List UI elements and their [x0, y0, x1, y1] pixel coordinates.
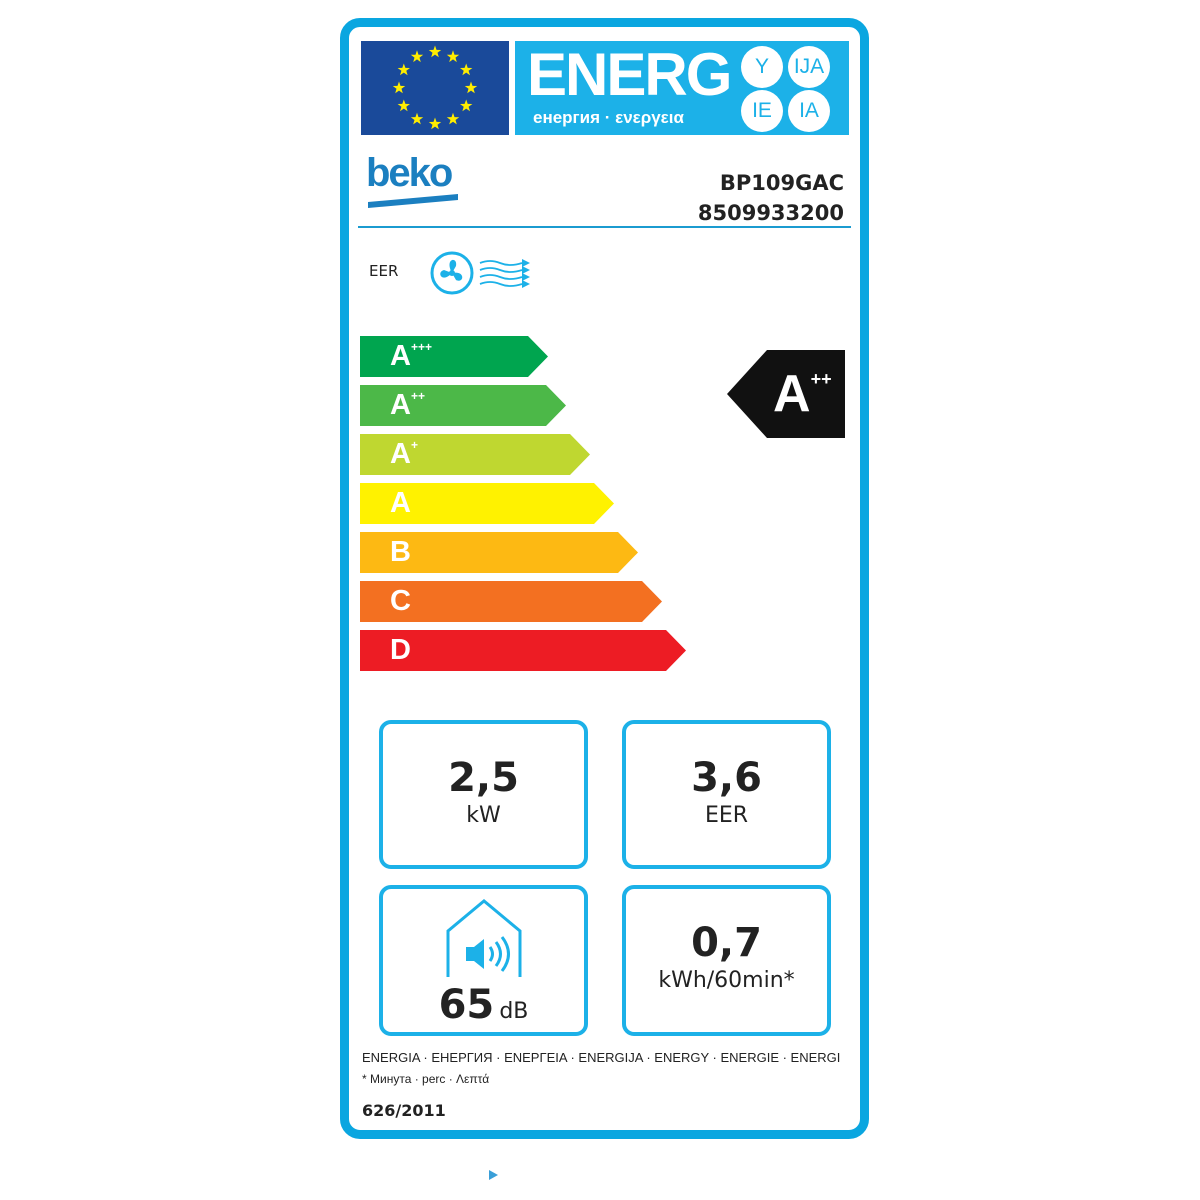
consumption-box: 0,7 kWh/60min* — [622, 885, 831, 1036]
star — [428, 117, 442, 130]
scale-class: C — [390, 585, 411, 617]
scale-bar-d: D — [360, 630, 686, 671]
star — [446, 112, 460, 125]
languages-line: ENERGIA · ЕНЕРГИЯ · ΕΝΕΡΓΕΙΑ · ENERGIJA … — [362, 1050, 841, 1065]
noise-box: 65 dB — [379, 885, 588, 1036]
scale-class: B — [390, 536, 411, 568]
rating-sup: ++ — [810, 369, 832, 389]
star — [397, 99, 410, 112]
energy-header: ENERG енергия · ενεργεια Y IJA IE IA — [515, 41, 849, 135]
scale-sup: + — [410, 438, 418, 452]
suffix-circle: IJA — [788, 46, 830, 88]
scale-bar-appp: A+++ — [360, 336, 548, 377]
scale-class: A — [390, 487, 411, 519]
eer-unit: EER — [704, 803, 749, 828]
eu-stars-icon — [392, 45, 478, 130]
scale-bar-c: C — [360, 581, 662, 622]
power-box: 2,5 kW — [379, 720, 588, 869]
play-icon[interactable] — [488, 1168, 500, 1182]
fan-cooling-icon — [430, 251, 530, 295]
scale-class: A — [390, 389, 411, 421]
scale-bar-a: A — [360, 483, 614, 524]
noise-value: 65 — [438, 982, 495, 1028]
model-info: BP109GAC 8509933200 — [698, 168, 844, 228]
regulation-number: 626/2011 — [362, 1101, 446, 1120]
minute-note: * Минута · perc · Λεπτά — [362, 1072, 490, 1086]
scale-sup: +++ — [410, 340, 432, 354]
scale-sup: ++ — [410, 389, 425, 403]
eer-box: 3,6 EER — [622, 720, 831, 869]
star — [428, 45, 442, 58]
model-name: BP109GAC — [719, 171, 844, 195]
energy-word: ENERG — [527, 41, 732, 108]
star — [397, 63, 410, 76]
star — [392, 81, 406, 94]
energy-label-frame — [340, 18, 869, 1139]
star — [410, 112, 424, 125]
scale-class: D — [390, 634, 411, 666]
scale-bar-b: B — [360, 532, 638, 573]
sound-house-icon — [446, 899, 521, 977]
divider — [358, 226, 851, 228]
suffix-circle: IA — [788, 90, 830, 132]
model-code: 8509933200 — [697, 201, 844, 225]
eer-value: 3,6 — [691, 755, 762, 801]
star — [460, 63, 473, 76]
eu-flag — [361, 41, 509, 135]
star — [446, 50, 460, 63]
consumption-value: 0,7 — [691, 920, 762, 966]
star — [410, 50, 424, 63]
suffix-circle: Y — [741, 46, 783, 88]
power-unit: kW — [466, 803, 501, 828]
scale-bar-ap: A+ — [360, 434, 590, 475]
power-value: 2,5 — [448, 755, 519, 801]
suffix-circle: IE — [741, 90, 783, 132]
energy-subtitle: енергия · ενεργεια — [533, 108, 684, 127]
scale-class: A — [390, 438, 411, 470]
noise-unit: dB — [499, 999, 529, 1024]
rating-class: A — [773, 365, 811, 423]
star — [460, 99, 473, 112]
star — [464, 81, 478, 94]
scale-class: A — [390, 340, 411, 372]
function-label: EER — [369, 262, 399, 280]
scale-bar-app: A++ — [360, 385, 566, 426]
brand-logo: beko — [366, 151, 453, 195]
consumption-unit: kWh/60min* — [658, 968, 795, 993]
brand-underline — [368, 194, 458, 208]
